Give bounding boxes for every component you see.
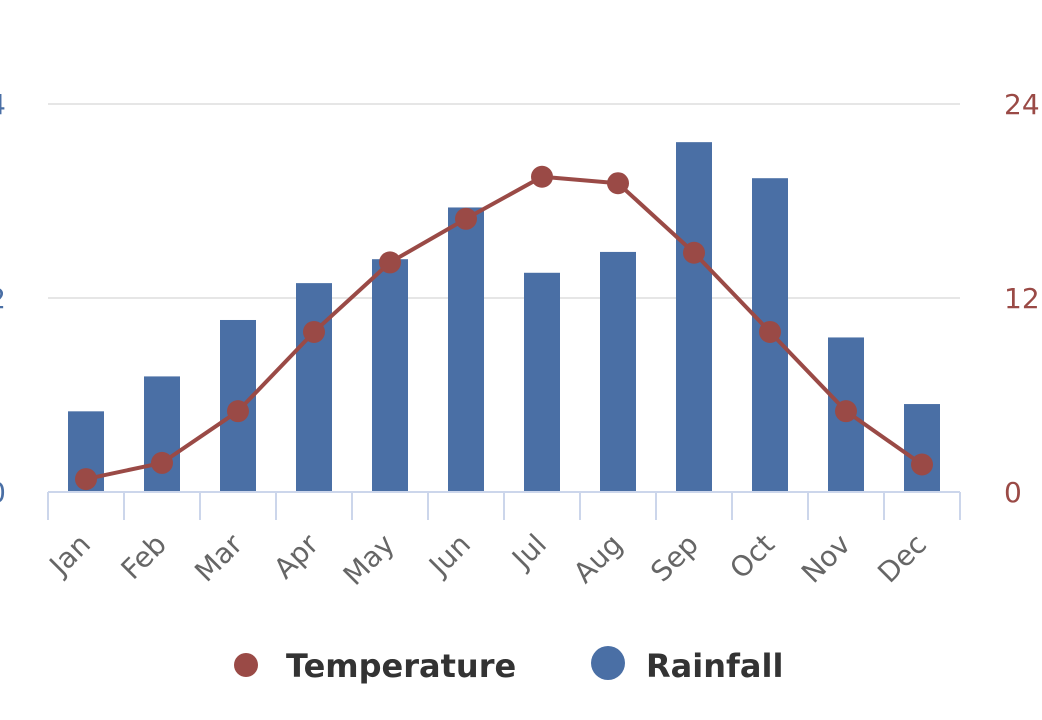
left-y-tick-label: 24	[0, 88, 6, 121]
x-tick-label-may: May	[337, 528, 401, 592]
x-tick-label-dec: Dec	[871, 528, 933, 590]
temperature-point-sep[interactable]	[683, 241, 705, 264]
temperature-point-nov[interactable]	[835, 400, 857, 423]
temperature-point-mar[interactable]	[227, 400, 249, 423]
rainfall-bar-sep[interactable]	[676, 142, 712, 493]
right-y-tick-label: 0	[1004, 476, 1022, 509]
temperature-point-jul[interactable]	[531, 165, 553, 188]
temperature-point-apr[interactable]	[303, 320, 325, 343]
temperature-point-jan[interactable]	[75, 468, 97, 491]
right-y-tick-label: 12	[1004, 282, 1040, 315]
x-tick-label-aug: Aug	[567, 528, 629, 590]
legend-rainfall-marker[interactable]	[591, 646, 625, 680]
temperature-point-jun[interactable]	[455, 207, 477, 230]
x-tick-label-feb: Feb	[115, 528, 173, 586]
rainfall-bar-feb[interactable]	[144, 376, 180, 492]
rainfall-bar-dec[interactable]	[904, 404, 940, 492]
legend-rainfall-label[interactable]: Rainfall	[646, 647, 783, 685]
temperature-series-line	[85, 174, 924, 482]
x-tick-label-mar: Mar	[188, 527, 249, 588]
legend-temperature-label[interactable]: Temperature	[286, 647, 516, 685]
x-tick-label-sep: Sep	[644, 528, 705, 589]
rainfall-bar-apr[interactable]	[296, 283, 332, 492]
temperature-point-may[interactable]	[379, 251, 401, 274]
rainfall-bar-jun[interactable]	[448, 207, 484, 492]
grid-lines	[48, 103, 960, 299]
temperature-point-feb[interactable]	[151, 451, 173, 474]
legend-temperature-marker[interactable]	[234, 653, 258, 677]
x-tick-label-apr: Apr	[267, 527, 325, 585]
x-tick-label-jun: Jun	[421, 528, 477, 584]
legend[interactable]: Temperature Rainfall	[234, 646, 783, 685]
left-y-tick-label: 0	[0, 476, 6, 509]
x-tick-label-jan: Jan	[42, 528, 97, 583]
rainfall-bar-may[interactable]	[372, 259, 408, 492]
x-tick-label-jul: Jul	[504, 528, 553, 577]
temperature-line	[75, 165, 933, 491]
temperature-point-aug[interactable]	[607, 172, 629, 195]
x-tick-label-oct: Oct	[723, 528, 781, 586]
rainfall-bar-jul[interactable]	[524, 272, 560, 492]
left-y-tick-label: 12	[0, 282, 6, 315]
y-axis-ticks: 0 12 24 0 12 24	[0, 88, 1040, 509]
rainfall-bar-aug[interactable]	[600, 251, 636, 492]
right-y-tick-label: 24	[1004, 88, 1040, 121]
temperature-point-dec[interactable]	[911, 453, 933, 476]
x-axis	[47, 491, 961, 520]
x-axis-ticks: Jan Feb Mar Apr May Jun Jul Aug Sep Oct Nov Dec	[42, 527, 933, 592]
temperature-point-oct[interactable]	[759, 320, 781, 343]
x-tick-label-nov: Nov	[795, 528, 857, 590]
